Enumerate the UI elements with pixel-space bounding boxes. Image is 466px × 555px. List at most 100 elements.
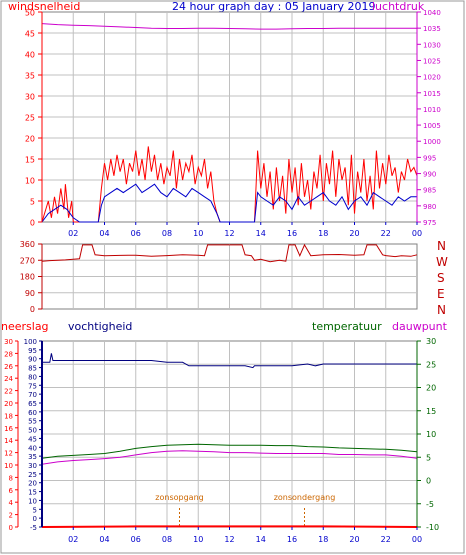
- direction-label-n-bottom: N: [437, 303, 446, 317]
- pressure-tick-label-1015: 1015: [423, 90, 441, 98]
- wind-tick-label-5: 5: [30, 198, 35, 207]
- humidity-tick-label-70: 70: [28, 391, 37, 399]
- temp-tick-label-25: 25: [426, 360, 436, 369]
- bottom-xtick-label-10: 10: [193, 535, 203, 544]
- direction-tick-label-180: 180: [20, 273, 35, 282]
- precip-tick-label-30: 30: [4, 338, 13, 346]
- humidity-tick-label-95: 95: [28, 347, 37, 355]
- pressure-tick-label-1030: 1030: [423, 41, 441, 49]
- top-xtick-label-12: 12: [224, 229, 234, 238]
- temp-tick-label-10: 10: [426, 430, 436, 439]
- precip-tick-label-26: 26: [4, 363, 13, 371]
- humidity-tick-label-75: 75: [28, 382, 37, 390]
- wind-tick-label-25: 25: [25, 114, 35, 123]
- series-windrichting: [41, 243, 418, 263]
- bottom-xtick-label-16: 16: [287, 535, 297, 544]
- direction-tick-label-270: 270: [20, 256, 35, 265]
- bottom-xtick-label-18: 18: [318, 535, 328, 544]
- top-xtick-label-22: 22: [381, 229, 391, 238]
- bottom-xtick-label-08: 08: [162, 535, 172, 544]
- precip-tick-label-16: 16: [4, 425, 13, 433]
- top-xtick-label-20: 20: [349, 229, 359, 238]
- series-luchtdruk: [41, 23, 417, 30]
- dewpoint-label: dauwpunt: [392, 320, 448, 333]
- pressure-tick-label-985: 985: [423, 187, 436, 195]
- series-temperatuur: [41, 443, 418, 459]
- top-xtick-label-00: 00: [412, 229, 422, 238]
- precip-tick-label-22: 22: [4, 388, 13, 396]
- humidity-tick-label-80: 80: [28, 373, 37, 381]
- humidity-tick-label-50: 50: [28, 427, 37, 435]
- precip-tick-label-10: 10: [4, 462, 13, 470]
- pressure-tick-label-1010: 1010: [423, 106, 441, 114]
- series-dauwpunt: [41, 450, 418, 465]
- wind-tick-label-40: 40: [25, 51, 35, 60]
- top-xtick-label-18: 18: [318, 229, 328, 238]
- precip-tick-label-18: 18: [4, 412, 13, 420]
- temperature-label: temperatuur: [312, 320, 382, 333]
- temp-tick-label--5: -5: [426, 500, 434, 509]
- bottom-xtick-label-04: 04: [99, 535, 109, 544]
- precip-tick-label-6: 6: [9, 487, 14, 495]
- humidity-tick-label-20: 20: [28, 480, 37, 488]
- humidity-tick-label-25: 25: [28, 471, 37, 479]
- humidity-tick-label-10: 10: [28, 497, 37, 505]
- wind-tick-label-15: 15: [25, 156, 35, 165]
- series-neerslag: [41, 525, 418, 528]
- precip-tick-label-28: 28: [4, 350, 13, 358]
- pressure-tick-label-975: 975: [423, 219, 436, 227]
- bottom-xtick-label-22: 22: [381, 535, 391, 544]
- bottom-xtick-label-00: 00: [412, 535, 422, 544]
- pressure-tick-label-1020: 1020: [423, 74, 441, 82]
- bottom-xtick-label-20: 20: [349, 535, 359, 544]
- wind-tick-label-30: 30: [25, 93, 35, 102]
- pressure-tick-label-990: 990: [423, 171, 436, 179]
- pressure-tick-label-995: 995: [423, 154, 436, 162]
- wind-tick-label-10: 10: [25, 177, 35, 186]
- bottom-xtick-label-06: 06: [131, 535, 141, 544]
- humidity-tick-label-60: 60: [28, 409, 37, 417]
- pressure-tick-label-1000: 1000: [423, 138, 441, 146]
- wind-tick-label-35: 35: [25, 72, 35, 81]
- precip-tick-label-8: 8: [9, 474, 13, 482]
- wind-tick-label-45: 45: [25, 30, 35, 39]
- temp-tick-label-0: 0: [426, 477, 431, 486]
- humidity-tick-label-5: 5: [33, 506, 37, 514]
- series-vochtigheid: [42, 353, 417, 369]
- direction-label-s: S: [437, 271, 445, 285]
- pressure-tick-label-1025: 1025: [423, 57, 441, 65]
- direction-tick-label-0: 0: [30, 305, 35, 314]
- humidity-tick-label-90: 90: [28, 356, 37, 364]
- precip-tick-label-12: 12: [4, 450, 13, 458]
- series-windsnelheid-gemiddeld: [41, 183, 417, 223]
- bottom-xtick-label-14: 14: [256, 535, 266, 544]
- temp-tick-label-5: 5: [426, 453, 431, 462]
- wind-tick-label-0: 0: [30, 219, 35, 228]
- marker-label-zonsopgang: zonsopgang: [155, 493, 203, 502]
- graph-title: 24 hour graph day : 05 January 2019: [172, 0, 376, 13]
- direction-label-n-top: N: [437, 239, 446, 253]
- humidity-label: vochtigheid: [68, 320, 132, 333]
- pressure-tick-label-1035: 1035: [423, 25, 441, 33]
- bottom-xtick-label-12: 12: [224, 535, 234, 544]
- direction-tick-label-90: 90: [25, 289, 35, 298]
- pressure-tick-label-1005: 1005: [423, 122, 441, 130]
- humidity-tick-label-85: 85: [28, 365, 37, 373]
- temp-tick-label-30: 30: [426, 337, 436, 346]
- pressure-tick-label-1040: 1040: [423, 9, 441, 17]
- wind-tick-label-20: 20: [25, 135, 35, 144]
- top-xtick-label-04: 04: [99, 229, 109, 238]
- top-xtick-label-16: 16: [287, 229, 297, 238]
- precip-tick-label-24: 24: [4, 375, 13, 383]
- direction-tick-label-360: 360: [20, 240, 35, 249]
- pressure-tick-label-980: 980: [423, 203, 436, 211]
- pressure-label: luchtdruk: [372, 0, 425, 13]
- humidity-tick-label-40: 40: [28, 444, 37, 452]
- humidity-tick-label-15: 15: [28, 489, 37, 497]
- wind-speed-label: windsnelheid: [8, 0, 80, 13]
- top-xtick-label-10: 10: [193, 229, 203, 238]
- temp-tick-label-20: 20: [426, 384, 436, 393]
- direction-label-e: E: [437, 287, 445, 301]
- precip-tick-label-14: 14: [4, 437, 13, 445]
